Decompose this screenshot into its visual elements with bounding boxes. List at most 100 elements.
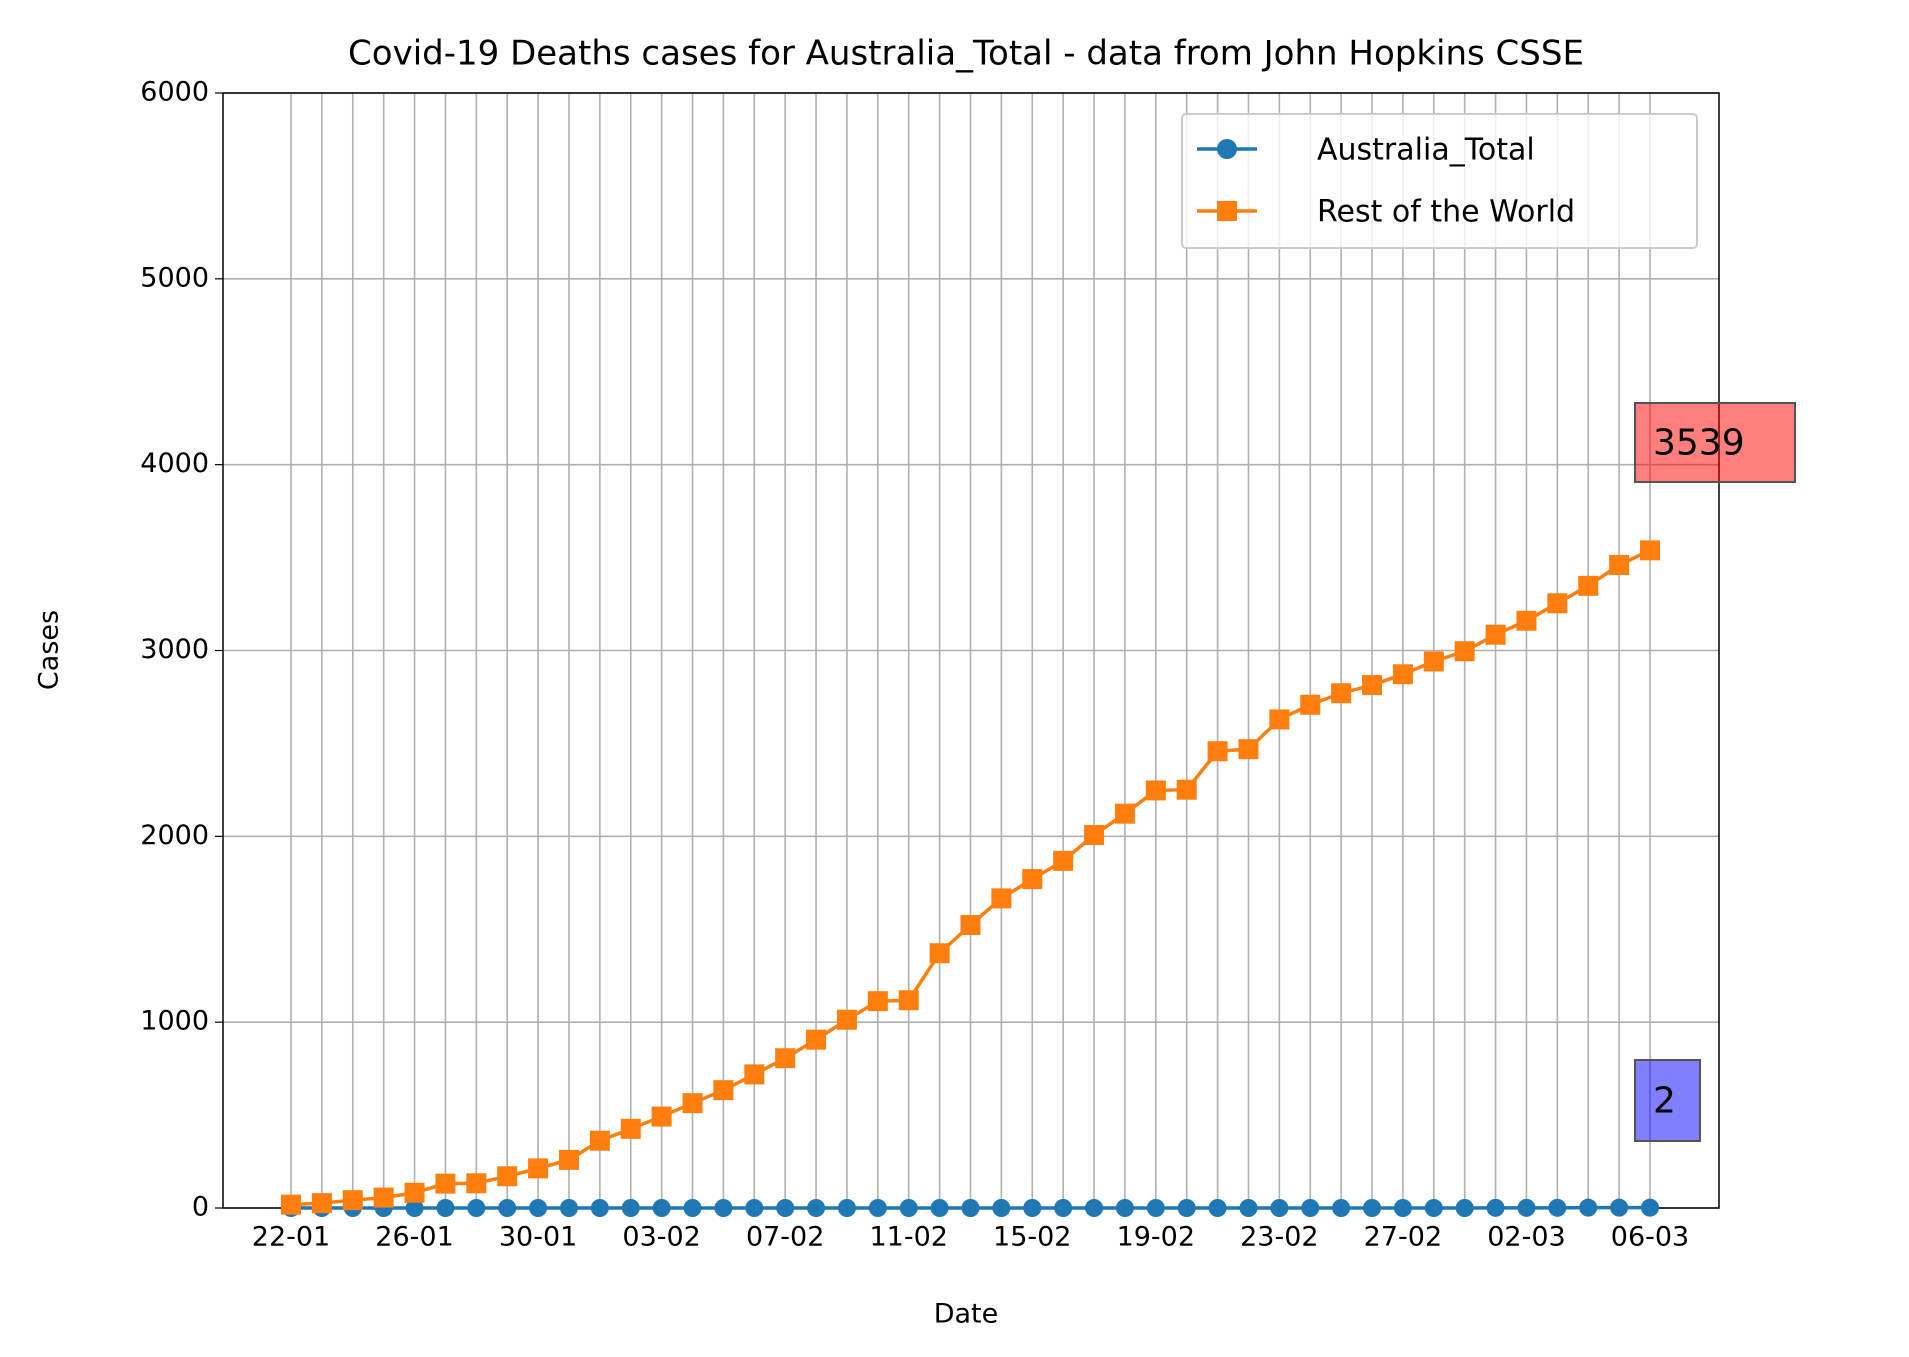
marker <box>281 1194 301 1215</box>
marker <box>1023 1199 1042 1217</box>
marker <box>961 1199 980 1217</box>
marker <box>1084 825 1105 846</box>
marker <box>620 1118 641 1139</box>
marker <box>744 1064 765 1085</box>
y-tick-label: 1000 <box>140 1006 209 1037</box>
marker <box>1392 664 1413 685</box>
marker <box>1208 1199 1227 1217</box>
marker <box>1145 780 1166 801</box>
marker <box>1054 1199 1073 1217</box>
marker <box>1609 555 1630 576</box>
marker <box>559 1199 578 1217</box>
y-tick-label: 2000 <box>140 820 209 851</box>
legend-label: Rest of the World <box>1317 195 1575 230</box>
marker <box>837 1199 856 1217</box>
y-tick-label: 5000 <box>140 262 209 293</box>
x-tick-label: 30-01 <box>499 1222 577 1253</box>
marker <box>529 1199 548 1217</box>
marker <box>1362 675 1383 696</box>
legend-marker <box>1217 139 1237 159</box>
x-tick-label: 07-02 <box>746 1222 824 1253</box>
marker <box>1331 683 1352 704</box>
x-tick-label: 26-01 <box>375 1222 453 1253</box>
marker <box>1517 1198 1536 1217</box>
marker <box>1114 803 1135 824</box>
marker <box>807 1199 826 1217</box>
x-axis-label: Date <box>934 1299 999 1330</box>
marker <box>1454 641 1475 662</box>
marker <box>528 1158 549 1179</box>
marker <box>1610 1198 1629 1217</box>
marker <box>1640 540 1660 561</box>
marker <box>868 1199 887 1217</box>
marker <box>435 1173 456 1194</box>
marker <box>1332 1199 1351 1217</box>
marker <box>1301 1199 1320 1217</box>
marker <box>806 1029 827 1050</box>
marker <box>1085 1199 1104 1217</box>
marker <box>991 888 1012 909</box>
marker <box>1579 1198 1598 1217</box>
chart-title: Covid-19 Deaths cases for Australia_Tota… <box>348 34 1584 74</box>
y-tick-label: 6000 <box>140 77 209 108</box>
marker <box>775 1048 796 1069</box>
annotation-box <box>1634 402 1796 483</box>
marker <box>683 1199 702 1217</box>
marker <box>498 1199 517 1217</box>
marker <box>621 1199 640 1217</box>
marker <box>1547 593 1568 614</box>
marker <box>1053 850 1074 871</box>
marker <box>960 914 981 935</box>
marker <box>1270 1199 1289 1217</box>
y-tick-label: 4000 <box>140 448 209 479</box>
marker <box>1424 1199 1443 1217</box>
x-tick-label: 03-02 <box>622 1222 700 1253</box>
annotation-box <box>1634 1059 1701 1142</box>
marker <box>1641 1198 1659 1217</box>
marker <box>342 1190 363 1211</box>
marker <box>1363 1199 1382 1217</box>
marker <box>466 1173 487 1194</box>
marker <box>1207 741 1228 762</box>
x-tick-label: 02-03 <box>1487 1222 1565 1253</box>
marker <box>467 1199 486 1217</box>
marker <box>1548 1198 1567 1217</box>
y-axis-label: Cases <box>34 610 65 690</box>
x-tick-label: 11-02 <box>869 1222 947 1253</box>
annotation: 2 <box>1653 1081 1676 1122</box>
marker <box>745 1199 764 1217</box>
marker <box>1300 694 1321 715</box>
marker <box>1393 1199 1412 1217</box>
marker <box>373 1187 394 1208</box>
marker <box>651 1106 672 1127</box>
marker <box>1146 1199 1165 1217</box>
x-tick-label: 15-02 <box>993 1222 1071 1253</box>
marker <box>1269 709 1290 730</box>
marker <box>1238 739 1259 760</box>
marker <box>405 1199 424 1217</box>
marker <box>404 1182 425 1203</box>
marker <box>652 1199 671 1217</box>
y-tick-label: 3000 <box>140 634 209 665</box>
marker <box>558 1149 579 1170</box>
marker <box>436 1199 455 1217</box>
marker <box>929 943 950 964</box>
marker <box>899 1199 918 1217</box>
marker <box>930 1199 949 1217</box>
marker <box>992 1199 1011 1217</box>
legend-box <box>1181 113 1698 249</box>
x-tick-label: 19-02 <box>1117 1222 1195 1253</box>
marker <box>1177 1199 1196 1217</box>
x-tick-label: 23-02 <box>1240 1222 1318 1253</box>
marker <box>590 1199 609 1217</box>
marker <box>1423 651 1444 672</box>
marker <box>776 1199 795 1217</box>
marker <box>898 990 919 1011</box>
marker <box>867 991 888 1012</box>
x-tick-label: 22-01 <box>252 1222 330 1253</box>
marker <box>836 1009 857 1030</box>
marker <box>714 1199 733 1217</box>
marker <box>311 1193 332 1214</box>
marker <box>1578 575 1599 596</box>
